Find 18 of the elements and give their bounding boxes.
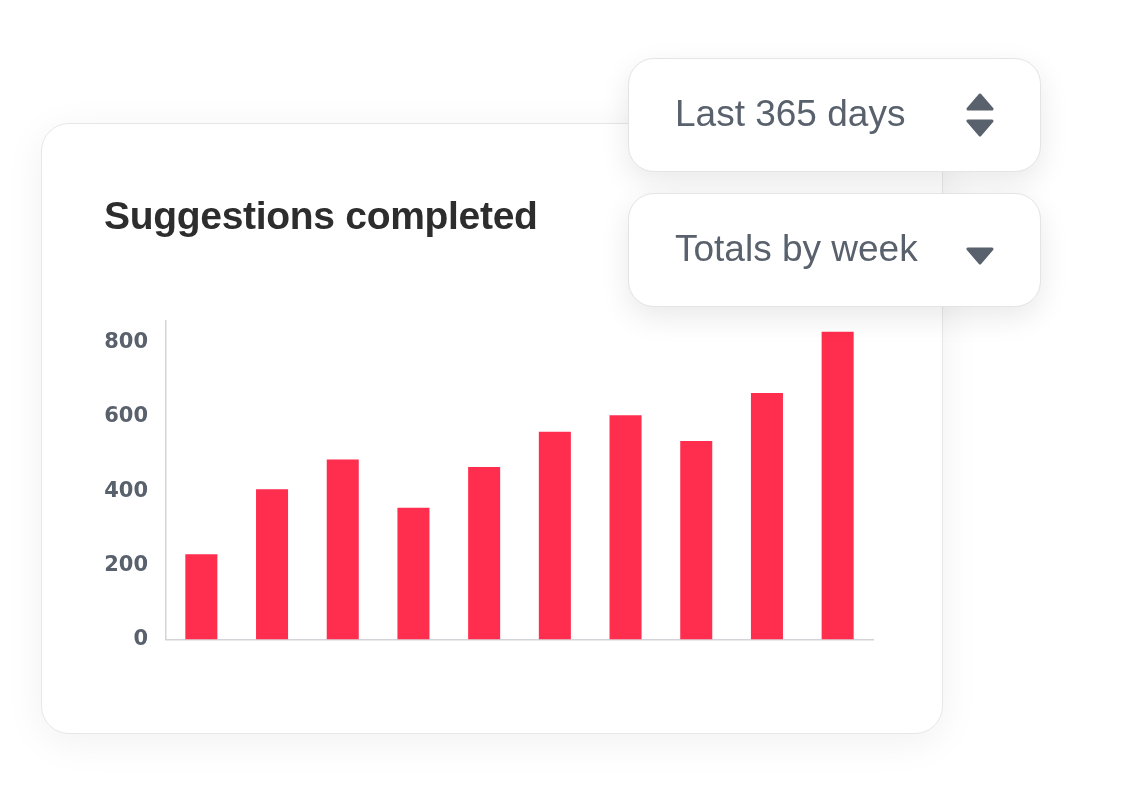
bar xyxy=(468,467,501,640)
y-tick-label: 400 xyxy=(104,477,148,502)
y-tick-label: 800 xyxy=(104,329,148,354)
y-tick-label: 200 xyxy=(104,551,148,576)
bar xyxy=(538,431,571,640)
bar xyxy=(821,331,854,640)
text: Totals by week xyxy=(675,227,918,271)
bar xyxy=(326,459,359,640)
bar xyxy=(680,441,713,640)
y-tick-label: 600 xyxy=(104,403,148,428)
y-tick-label: 0 xyxy=(133,625,148,650)
text: Last 365 days xyxy=(675,92,906,136)
bar xyxy=(256,489,289,640)
chart-title: Suggestions completed xyxy=(104,193,538,239)
bar xyxy=(750,392,783,640)
bar xyxy=(397,507,430,640)
bar xyxy=(609,415,642,640)
bar xyxy=(185,554,218,640)
